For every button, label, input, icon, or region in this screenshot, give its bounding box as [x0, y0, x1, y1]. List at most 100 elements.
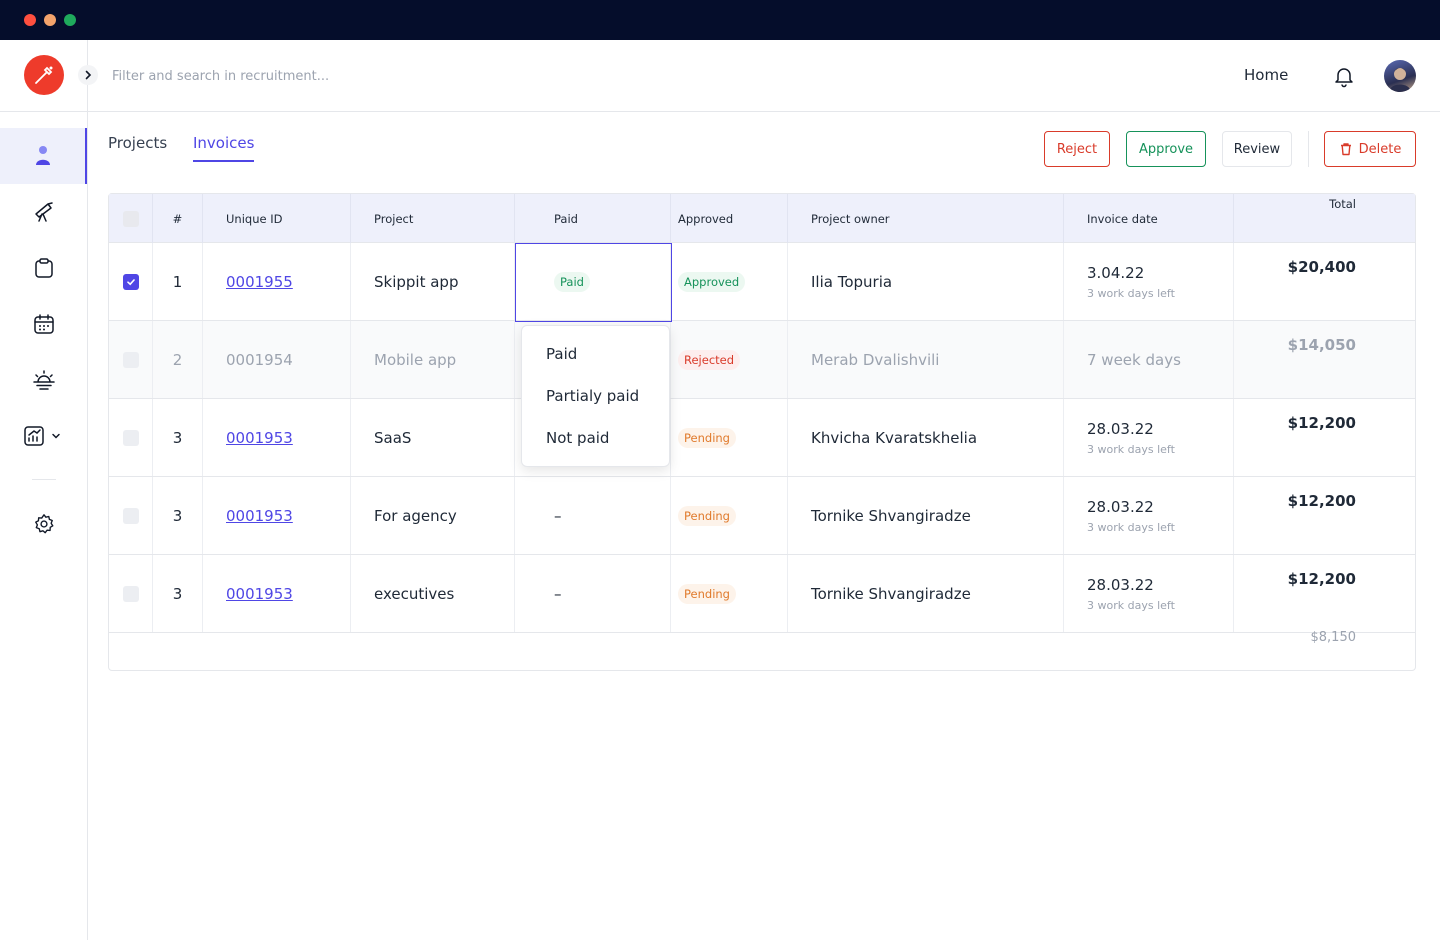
- owner-cell: Ilia Topuria: [788, 243, 1064, 320]
- delete-label: Delete: [1358, 141, 1402, 157]
- column-header-project[interactable]: Project: [351, 194, 515, 243]
- maximize-dot[interactable]: [64, 14, 76, 26]
- review-button[interactable]: Review: [1222, 131, 1292, 167]
- column-header-approved[interactable]: Approved: [671, 194, 788, 243]
- sidebar-item-tasks[interactable]: [0, 240, 87, 296]
- column-header-invoice-date[interactable]: Invoice date: [1064, 194, 1234, 243]
- status-badge: Pending: [678, 505, 736, 526]
- column-header-owner[interactable]: Project owner: [788, 194, 1064, 243]
- row-checkbox[interactable]: [122, 429, 139, 446]
- sidebar-item-calendar[interactable]: [0, 296, 87, 352]
- days-left: 3 work days left: [1087, 520, 1175, 534]
- sidebar-item-discover[interactable]: [0, 184, 87, 240]
- status-badge: Pending: [678, 583, 736, 604]
- table-row[interactable]: 3 0001953 For agency – Pending Tornike S…: [109, 477, 1415, 555]
- row-number: 3: [153, 555, 203, 632]
- table-row[interactable]: 3 0001953 SaaS Pending Khvicha Kvaratskh…: [109, 399, 1415, 477]
- sidebar-item-analytics[interactable]: [0, 408, 87, 464]
- select-all-checkbox[interactable]: [122, 210, 139, 227]
- row-checkbox[interactable]: [122, 351, 139, 368]
- approve-button[interactable]: Approve: [1126, 131, 1206, 167]
- sidebar-item-settings[interactable]: [0, 496, 87, 552]
- row-checkbox[interactable]: [122, 507, 139, 524]
- window-titlebar: [0, 0, 1440, 40]
- sidebar: [0, 40, 98, 940]
- tab-projects[interactable]: Projects: [108, 134, 168, 152]
- sidebar-item-daily[interactable]: [0, 352, 87, 408]
- total-amount: $20,400: [1287, 258, 1356, 276]
- reject-button[interactable]: Reject: [1044, 131, 1110, 167]
- row-number: 3: [153, 477, 203, 554]
- row-number: 1: [153, 243, 203, 320]
- bell-icon[interactable]: [1332, 64, 1356, 88]
- paid-cell[interactable]: –: [515, 555, 671, 632]
- dropdown-option-paid[interactable]: Paid: [546, 345, 578, 363]
- unique-id-cell: 0001953: [203, 555, 351, 632]
- check-icon: [126, 278, 135, 285]
- toolbar-divider: [1308, 131, 1309, 167]
- invoice-date-cell: 28.03.22 3 work days left: [1064, 477, 1234, 554]
- row-select-cell: [109, 243, 153, 320]
- trash-icon: [1340, 143, 1351, 156]
- total-amount: $12,200: [1287, 492, 1356, 510]
- paid-cell[interactable]: [515, 321, 671, 398]
- column-header-unique-id[interactable]: Unique ID: [203, 194, 351, 243]
- paid-status-dropdown: Paid Partialy paid Not paid: [521, 325, 670, 467]
- home-link[interactable]: Home: [1244, 66, 1289, 84]
- project-cell: executives: [351, 555, 515, 632]
- total-amount: $14,050: [1287, 336, 1356, 354]
- invoice-id-link[interactable]: 0001953: [226, 506, 293, 525]
- invoice-id-link[interactable]: 0001953: [226, 584, 293, 603]
- avatar-image: [1389, 68, 1411, 92]
- invoice-id-link[interactable]: 0001953: [226, 428, 293, 447]
- column-header-number[interactable]: #: [153, 194, 203, 243]
- owner-cell: Merab Dvalishvili: [788, 321, 1064, 398]
- sidebar-item-people[interactable]: [0, 128, 87, 184]
- dropdown-option-not-paid[interactable]: Not paid: [546, 429, 610, 447]
- row-select-cell: [109, 477, 153, 554]
- table-row[interactable]: 3 0001953 executives – Pending Tornike S…: [109, 555, 1415, 633]
- column-header-paid[interactable]: Paid: [515, 194, 671, 243]
- approved-cell: Rejected: [671, 321, 788, 398]
- paid-cell[interactable]: [515, 399, 671, 476]
- chevron-down-icon: [51, 433, 60, 439]
- row-select-cell: [109, 321, 153, 398]
- unique-id-cell: 0001953: [203, 477, 351, 554]
- close-dot[interactable]: [24, 14, 36, 26]
- approved-cell: Approved: [671, 243, 788, 320]
- chevron-right-icon: [85, 70, 92, 80]
- row-checkbox[interactable]: [122, 273, 139, 290]
- unique-id-cell: 0001955: [203, 243, 351, 320]
- invoice-date-cell: 7 week days: [1064, 321, 1234, 398]
- invoice-date: 28.03.22: [1087, 497, 1154, 516]
- invoice-id-link[interactable]: 0001955: [226, 272, 293, 291]
- avatar[interactable]: [1384, 60, 1416, 92]
- select-all-cell: [109, 194, 153, 243]
- telescope-icon: [34, 202, 53, 222]
- column-header-total[interactable]: Total: [1329, 197, 1356, 211]
- table-row[interactable]: 2 0001954 Mobile app Rejected Merab Dval…: [109, 321, 1415, 399]
- sidebar-divider: [0, 111, 87, 112]
- sidebar-expand-button[interactable]: [78, 65, 98, 85]
- tab-invoices[interactable]: Invoices: [193, 134, 255, 162]
- selected-cell-outline: [515, 243, 672, 322]
- paid-cell[interactable]: –: [515, 477, 671, 554]
- total-cell: $20,400: [1234, 243, 1415, 320]
- row-checkbox[interactable]: [122, 585, 139, 602]
- total-cell: $14,050: [1234, 321, 1415, 398]
- app-logo[interactable]: [24, 55, 64, 95]
- invoice-id-link[interactable]: 0001954: [226, 350, 293, 369]
- invoice-date: 28.03.22: [1087, 419, 1154, 438]
- project-cell: SaaS: [351, 399, 515, 476]
- minimize-dot[interactable]: [44, 14, 56, 26]
- owner-cell: Khvicha Kvaratskhelia: [788, 399, 1064, 476]
- search-input[interactable]: [112, 64, 532, 88]
- header-bar: Home: [88, 40, 1440, 112]
- paid-cell[interactable]: Paid: [515, 243, 671, 320]
- project-cell: Mobile app: [351, 321, 515, 398]
- delete-button[interactable]: Delete: [1324, 131, 1416, 167]
- total-cell: $12,200: [1234, 477, 1415, 554]
- table-row[interactable]: 1 0001955 Skippit app Paid Approved Ilia…: [109, 243, 1415, 322]
- dropdown-option-partially-paid[interactable]: Partialy paid: [546, 387, 640, 405]
- invoice-date: 3.04.22: [1087, 263, 1145, 282]
